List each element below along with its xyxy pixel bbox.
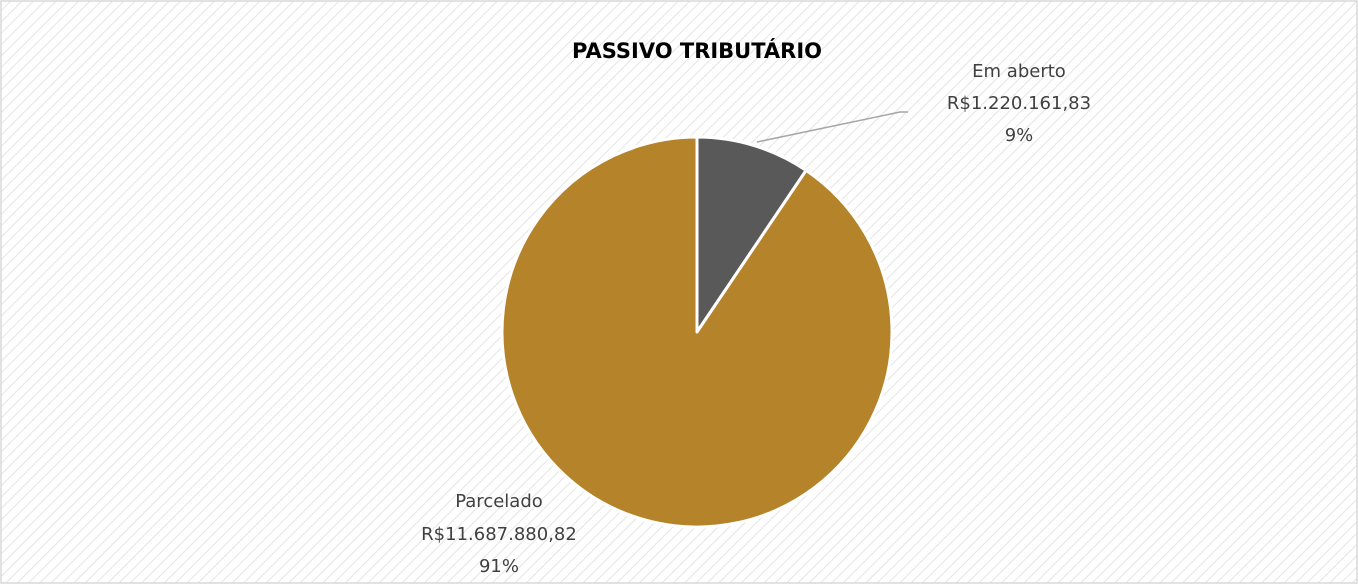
percentage-label: 9% (1005, 125, 1034, 146)
percentage-label: 91% (479, 556, 519, 577)
chart-title: PASSIVO TRIBUTÁRIO (572, 38, 822, 63)
leader-line (756, 111, 908, 143)
pie-slice (500, 135, 894, 529)
value-label: R$1.220.161,83 (947, 93, 1091, 114)
value-label: R$11.687.880,82 (421, 524, 577, 545)
category-label: Parcelado (455, 491, 543, 512)
pie-slice (695, 135, 808, 334)
category-label: Em aberto (972, 61, 1066, 82)
